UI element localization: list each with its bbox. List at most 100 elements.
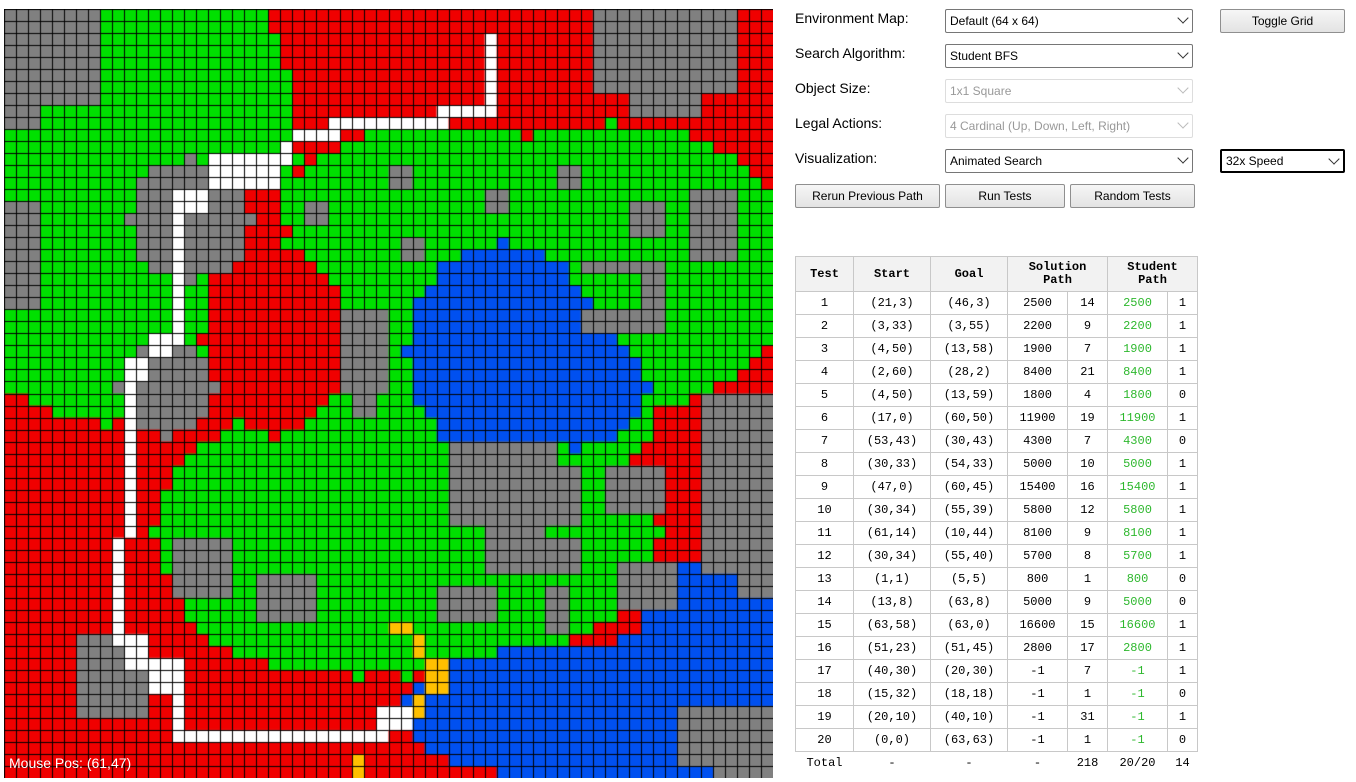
cell-test: 2 xyxy=(795,314,854,338)
cell-sol-cost: 8100 xyxy=(1007,521,1068,545)
cell-sol-cost: 8400 xyxy=(1007,360,1068,384)
cell-sol-len: 17 xyxy=(1067,636,1108,660)
cell-test: 5 xyxy=(795,383,854,407)
cell-goal: (13,58) xyxy=(930,337,1008,361)
cell-sol-cost: 4300 xyxy=(1007,429,1068,453)
speed-select[interactable]: 32x Speed xyxy=(1220,149,1345,173)
cell-stu-len: 0 xyxy=(1167,567,1198,591)
table-row: 6 (17,0) (60,50) 11900 19 11900 1 xyxy=(795,406,1198,430)
chevron-down-icon xyxy=(1177,152,1189,164)
table-row: 18 (15,32) (18,18) -1 1 -1 0 xyxy=(795,682,1198,706)
cell-stu-len: 1 xyxy=(1167,521,1198,545)
cell-test: Total xyxy=(806,756,843,770)
cell-goal: (55,39) xyxy=(930,498,1008,522)
cell-sol-cost: 11900 xyxy=(1007,406,1068,430)
cell-sol-len: 31 xyxy=(1067,705,1108,729)
cell-goal: (20,30) xyxy=(930,659,1008,683)
cell-test: 7 xyxy=(795,429,854,453)
cell-stu-cost: 2200 xyxy=(1107,314,1168,338)
chevron-down-icon xyxy=(1177,117,1189,129)
table-row: 10 (30,34) (55,39) 5800 12 5800 1 xyxy=(795,498,1198,522)
table-row: 8 (30,33) (54,33) 5000 10 5000 1 xyxy=(795,452,1198,476)
toggle-grid-button[interactable]: Toggle Grid xyxy=(1220,9,1345,33)
cell-sol-len: 9 xyxy=(1067,590,1108,614)
cell-stu-len: 0 xyxy=(1167,590,1198,614)
cell-sol-len: 14 xyxy=(1067,291,1108,315)
cell-stu-cost: -1 xyxy=(1107,659,1168,683)
header-student-line1: Student xyxy=(1127,260,1178,274)
cell-stu-len: 1 xyxy=(1167,314,1198,338)
table-row: 4 (2,60) (28,2) 8400 21 8400 1 xyxy=(795,360,1198,384)
cell-goal: (55,40) xyxy=(930,544,1008,568)
cell-start: (4,50) xyxy=(853,337,931,361)
chevron-down-icon xyxy=(1177,47,1189,59)
header-test: Test xyxy=(795,256,854,292)
random-tests-button[interactable]: Random Tests xyxy=(1070,184,1195,208)
environment-map[interactable]: Mouse Pos: (61,47) xyxy=(4,9,773,778)
cell-goal: (63,63) xyxy=(930,728,1008,752)
cell-stu-len: 1 xyxy=(1167,475,1198,499)
cell-stu-len: 1 xyxy=(1167,337,1198,361)
cell-goal: (28,2) xyxy=(930,360,1008,384)
cell-stu-cost: 5800 xyxy=(1107,498,1168,522)
cell-sol-len: 9 xyxy=(1067,521,1108,545)
cell-sol-cost: 1900 xyxy=(1007,337,1068,361)
cell-sol-cost: -1 xyxy=(1007,705,1068,729)
cell-stu-len: 1 xyxy=(1167,498,1198,522)
cell-test: 1 xyxy=(795,291,854,315)
table-header-row: Test Start Goal Solution Path Student Path xyxy=(795,256,1198,292)
cell-stu-len: 14 xyxy=(1175,756,1190,770)
cell-stu-len: 1 xyxy=(1167,291,1198,315)
visualization-select[interactable]: Animated Search xyxy=(945,149,1193,173)
cell-start: (30,34) xyxy=(853,498,931,522)
map-grid-canvas[interactable] xyxy=(4,9,773,778)
cell-stu-cost: 8400 xyxy=(1107,360,1168,384)
rerun-previous-path-button[interactable]: Rerun Previous Path xyxy=(795,184,940,208)
speed-value: 32x Speed xyxy=(1226,154,1284,168)
search-algorithm-select[interactable]: Student BFS xyxy=(945,44,1193,68)
cell-start: (15,32) xyxy=(853,682,931,706)
cell-test: 3 xyxy=(795,337,854,361)
cell-stu-cost: 5700 xyxy=(1107,544,1168,568)
cell-stu-cost: 4300 xyxy=(1107,429,1168,453)
cell-stu-cost: 16600 xyxy=(1107,613,1168,637)
cell-stu-cost: 8100 xyxy=(1107,521,1168,545)
cell-sol-len: 7 xyxy=(1067,429,1108,453)
cell-test: 4 xyxy=(795,360,854,384)
cell-sol-cost: - xyxy=(1033,756,1042,770)
cell-stu-len: 1 xyxy=(1167,613,1198,637)
cell-start: (2,60) xyxy=(853,360,931,384)
cell-start: (21,3) xyxy=(853,291,931,315)
cell-test: 8 xyxy=(795,452,854,476)
cell-goal: (51,45) xyxy=(930,636,1008,660)
cell-goal: (46,3) xyxy=(930,291,1008,315)
test-results-table: Test Start Goal Solution Path Student Path… xyxy=(795,256,1198,774)
table-row: 20 (0,0) (63,63) -1 1 -1 0 xyxy=(795,728,1198,752)
cell-sol-len: 10 xyxy=(1067,452,1108,476)
cell-start: (0,0) xyxy=(853,728,931,752)
table-total-row: Total - - - 218 20/20 14 xyxy=(796,752,1198,775)
cell-goal: (3,55) xyxy=(930,314,1008,338)
cell-goal: (18,18) xyxy=(930,682,1008,706)
object-size-select: 1x1 Square xyxy=(945,79,1193,103)
cell-sol-cost: 5000 xyxy=(1007,590,1068,614)
cell-sol-cost: -1 xyxy=(1007,728,1068,752)
cell-test: 16 xyxy=(795,636,854,660)
cell-start: - xyxy=(888,756,896,770)
cell-stu-cost: -1 xyxy=(1107,728,1168,752)
cell-test: 13 xyxy=(795,567,854,591)
cell-sol-cost: 2200 xyxy=(1007,314,1068,338)
cell-sol-cost: -1 xyxy=(1007,659,1068,683)
run-tests-button[interactable]: Run Tests xyxy=(945,184,1065,208)
cell-goal: (5,5) xyxy=(930,567,1008,591)
mouse-position-readout: Mouse Pos: (61,47) xyxy=(9,755,132,771)
cell-stu-len: 1 xyxy=(1167,544,1198,568)
cell-sol-len: 15 xyxy=(1067,613,1108,637)
cell-stu-cost: 2500 xyxy=(1107,291,1168,315)
cell-goal: (13,59) xyxy=(930,383,1008,407)
cell-stu-len: 1 xyxy=(1167,452,1198,476)
cell-sol-cost: 16600 xyxy=(1007,613,1068,637)
header-student-path: Student Path xyxy=(1107,256,1198,292)
table-row: 2 (3,33) (3,55) 2200 9 2200 1 xyxy=(795,314,1198,338)
environment-map-select[interactable]: Default (64 x 64) xyxy=(945,9,1193,33)
